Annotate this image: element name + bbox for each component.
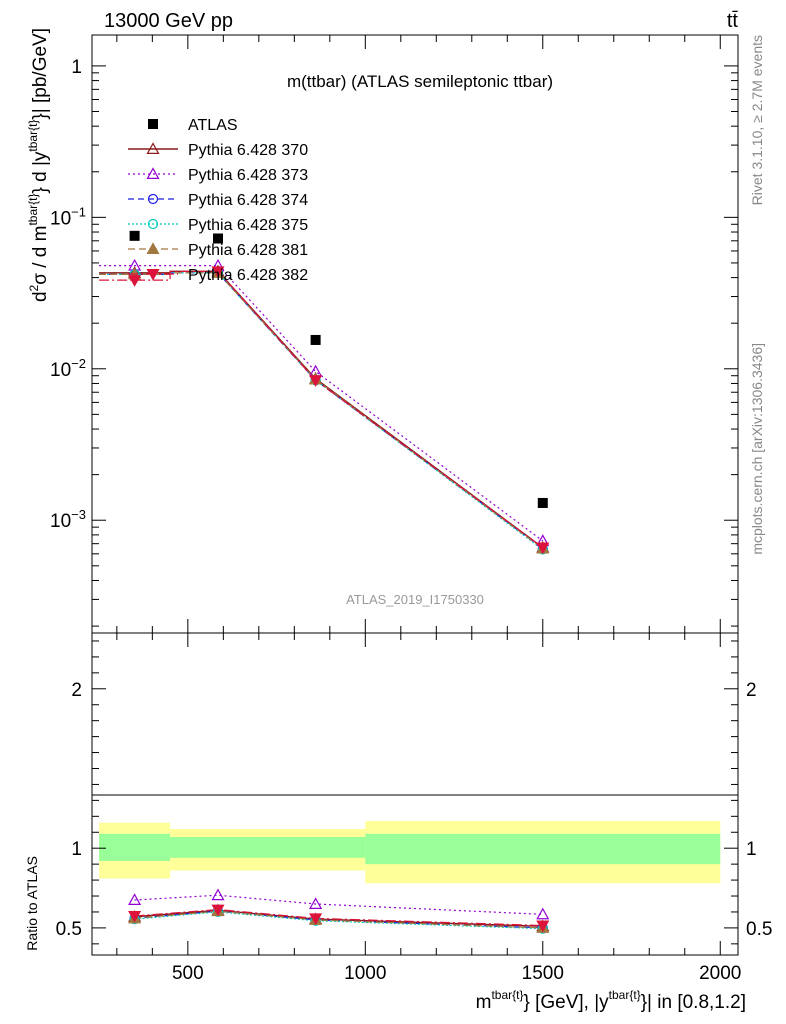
data-point-pythia-6-428-382 [211,266,225,279]
analysis-id: ATLAS_2019_I1750330 [346,592,484,607]
ratio-line-pythia-6-428-382 [134,908,543,927]
ratio-axis-ticks: 0.5 0.5 1 1 2 2 500 1000 1500 2000 [56,633,772,984]
plot-title: m(ttbar) (ATLAS semileptonic ttbar) [287,72,553,91]
data-point-pythia-6-428-382 [536,542,550,555]
legend-label-pythia-6-428-375: Pythia 6.428 375 [188,217,308,234]
series-line-pythia-6-428-382 [99,270,544,549]
x-tick-label: 500 [172,963,204,984]
data-point-atlas [213,233,224,244]
uncertainty-band-inner [365,833,721,865]
legend-marker-pythia-6-428-381 [146,242,160,254]
legend-label-pythia-6-428-373: Pythia 6.428 373 [188,167,308,184]
data-point-pythia-6-428-382 [309,375,323,387]
main-data-layer [99,230,550,555]
data-point-atlas [310,334,321,345]
uncertainty-band-inner [170,837,366,858]
ratio-y-tick-label: 2 [71,680,82,701]
ratio-y-tick-label-right: 0.5 [746,919,772,940]
uncertainty-band-inner [99,833,171,861]
ratio-point-pythia-6-428-373 [536,907,550,920]
legend-marker-pythia-6-428-382 [146,269,160,281]
energy-label: 13000 GeV pp [104,10,233,32]
ratio-point-pythia-6-428-382 [128,910,142,923]
legend-marker-pythia-6-428-370 [146,142,160,154]
legend: ATLAS Pythia 6.428 370 Pythia 6.428 373 Pyt… [128,117,308,284]
ratio-line-pythia-6-428-375 [134,911,543,930]
data-point-atlas [129,230,140,241]
main-y-axis-label: d2σ / d mtbar{t}} d |ytbar{t}}| [pb/GeV] [26,28,51,302]
side-label-mcplots: mcplots.cern.ch [arXiv:1306.3436] [749,343,765,555]
ratio-point-pythia-6-428-373 [211,888,225,901]
legend-label-pythia-6-428-382: Pythia 6.428 382 [188,267,308,284]
ratio-point-pythia-6-428-382 [309,913,323,926]
ratio-line-pythia-6-428-381 [134,910,543,929]
legend-label-pythia-6-428-374: Pythia 6.428 374 [188,192,308,209]
ratio-uncertainty-bands [99,821,721,884]
legend-label-atlas: ATLAS [188,117,238,134]
ratio-point-pythia-6-428-382 [211,904,225,917]
series-line-pythia-6-428-374 [99,272,544,550]
ratio-point-pythia-6-428-373 [309,897,323,909]
series-line-pythia-6-428-375 [99,272,544,551]
legend-marker-pythia-6-428-375 [147,218,159,230]
ratio-point-pythia-6-428-373 [128,893,142,906]
legend-label-pythia-6-428-370: Pythia 6.428 370 [188,142,308,159]
y-tick-label: 10−2 [50,356,86,381]
x-tick-label: 2000 [699,963,741,984]
side-label-rivet: Rivet 3.1.10, ≥ 2.7M events [749,35,765,205]
x-tick-label: 1000 [344,963,386,984]
ratio-y-tick-label: 0.5 [56,919,82,940]
ratio-y-axis-label: Ratio to ATLAS [24,856,40,951]
main-plot-panel: 10−3 10−2 10−1 1 ATLAS Pythia 6.428 370 Pythi… [50,34,739,634]
y-tick-label: 10−3 [50,507,86,532]
legend-marker-pythia-6-428-373 [146,167,160,179]
legend-marker-pythia-6-428-374 [147,193,159,205]
x-axis-label: mtbar{t}} [GeV], |ytbar{t}}| in [0.8,1.2… [476,988,746,1013]
main-axis-ticks: 10−3 10−2 10−1 1 [50,35,738,633]
ratio-y-tick-label-right: 1 [746,839,757,860]
ratio-plot-frame [91,632,739,956]
ratio-point-pythia-6-428-382 [536,920,550,933]
ratio-line-pythia-6-428-373 [134,894,543,915]
y-tick-label: 1 [71,57,82,78]
ratio-plot-panel: 0.5 0.5 1 1 2 2 500 1000 1500 2000 [56,632,772,984]
series-line-pythia-6-428-370 [99,270,544,549]
series-line-pythia-6-428-381 [99,272,544,550]
ratio-data-layer [128,888,550,934]
legend-label-pythia-6-428-381: Pythia 6.428 381 [188,242,308,259]
ratio-line-pythia-6-428-370 [134,909,543,928]
ratio-y-tick-label-right: 2 [746,680,757,701]
y-tick-label: 10−1 [50,204,86,229]
data-point-pythia-6-428-382 [128,275,142,287]
legend-marker-atlas [148,119,158,129]
data-point-atlas [537,497,548,508]
ratio-y-tick-label: 1 [71,839,82,860]
x-tick-label: 1500 [522,963,564,984]
process-label: tt̄ [727,10,739,32]
